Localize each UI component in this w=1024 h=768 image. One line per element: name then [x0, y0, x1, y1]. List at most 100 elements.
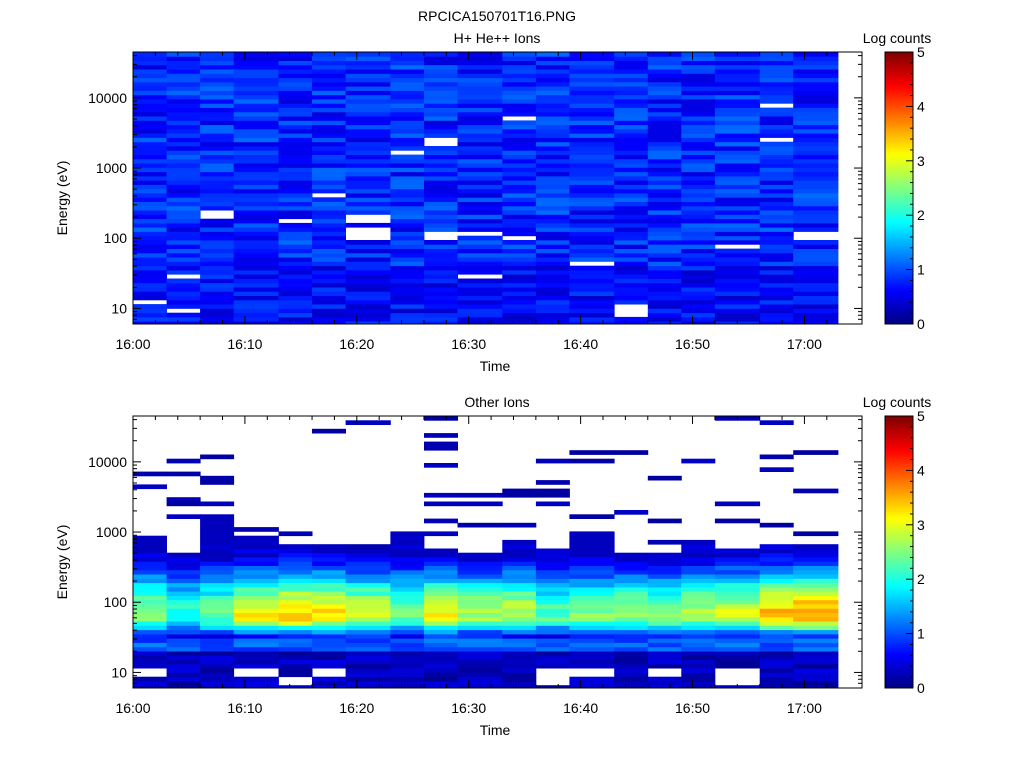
spectrogram-cell	[759, 676, 794, 682]
spectrogram-cell	[345, 586, 391, 592]
colorbar-swatch	[885, 217, 913, 221]
spectrogram-cell	[233, 141, 279, 147]
spectrogram-cell	[457, 591, 503, 596]
spectrogram-cell	[312, 544, 346, 549]
spectrogram-cell	[714, 278, 761, 284]
spectrogram-cell	[345, 90, 391, 96]
spectrogram-cell	[166, 663, 201, 669]
spectrogram-cell	[278, 188, 313, 194]
spectrogram-cell	[345, 94, 391, 100]
spectrogram-cell	[714, 616, 761, 622]
spectrogram-cell	[278, 99, 313, 104]
colorbar-swatch	[885, 65, 913, 69]
y-tick-label: 10	[111, 664, 127, 680]
colorbar-swatch	[885, 224, 913, 228]
spectrogram-cell	[457, 222, 503, 228]
spectrogram-cell	[759, 94, 794, 100]
spectrogram-cell	[502, 295, 537, 301]
spectrogram-cell	[793, 69, 839, 74]
spectrogram-cell	[714, 56, 761, 61]
spectrogram-cell	[345, 261, 391, 267]
colorbar-swatch	[885, 545, 913, 548]
spectrogram-cell	[424, 52, 458, 57]
spectrogram-cell	[166, 569, 201, 575]
spectrogram-cell	[312, 116, 346, 121]
spectrogram-cell	[793, 94, 839, 100]
spectrogram-cell	[200, 316, 235, 322]
spectrogram-cell	[759, 604, 794, 609]
spectrogram-cell	[714, 574, 761, 579]
spectrogram-cell	[390, 304, 425, 309]
spectrogram-cell	[200, 56, 235, 61]
spectrogram-cell	[681, 111, 716, 117]
spectrogram-cell	[569, 214, 615, 220]
spectrogram-cell	[647, 56, 682, 61]
spectrogram-cell	[200, 321, 235, 325]
spectrogram-cell	[681, 552, 716, 558]
spectrogram-cell	[457, 154, 503, 160]
colorbar-swatch	[885, 581, 913, 585]
spectrogram-cell	[390, 77, 425, 83]
colorbar-swatch	[885, 246, 913, 250]
spectrogram-cell	[312, 77, 346, 83]
spectrogram-cell	[535, 201, 570, 207]
spectrogram-cell	[233, 218, 279, 224]
spectrogram-cell	[535, 488, 570, 494]
spectrogram-cell	[759, 111, 794, 117]
spectrogram-cell	[233, 274, 279, 279]
spectrogram-cell	[166, 578, 201, 584]
spectrogram-cell	[502, 269, 537, 275]
spectrogram-cell	[424, 265, 458, 271]
spectrogram-cell	[312, 201, 346, 207]
x-tick-label: 16:10	[227, 336, 262, 352]
spectrogram-cell	[312, 651, 346, 656]
spectrogram-cell	[133, 210, 167, 215]
spectrogram-cell	[312, 574, 346, 579]
spectrogram-cell	[166, 557, 201, 562]
spectrogram-cell	[614, 316, 649, 322]
spectrogram-cell	[166, 133, 201, 138]
spectrogram-cell	[133, 214, 167, 220]
colorbar-swatch	[885, 667, 913, 671]
spectrogram-cell	[390, 222, 425, 228]
spectrogram-cell	[793, 128, 839, 134]
spectrogram-cell	[390, 299, 425, 305]
spectrogram-cell	[166, 608, 201, 613]
spectrogram-cell	[759, 188, 794, 194]
spectrogram-cell	[759, 86, 794, 91]
spectrogram-cell	[502, 244, 537, 249]
spectrogram-cell	[614, 299, 649, 305]
spectrogram-cell	[502, 595, 537, 601]
spectrogram-cell	[233, 569, 279, 575]
spectrogram-cell	[457, 56, 503, 61]
spectrogram-cell	[278, 240, 313, 245]
spectrogram-cell	[200, 299, 235, 305]
spectrogram-cell	[569, 450, 615, 455]
colorbar-swatch	[885, 88, 913, 92]
spectrogram-cell	[200, 248, 235, 254]
spectrogram-cell	[647, 651, 682, 656]
spectrogram-cell	[457, 621, 503, 626]
spectrogram-cell	[614, 133, 649, 138]
colorbar-swatch	[885, 436, 913, 440]
spectrogram-cell	[681, 458, 716, 464]
spectrogram-cell	[535, 608, 570, 613]
spectrogram-cell	[166, 103, 201, 108]
spectrogram-cell	[535, 197, 570, 202]
spectrogram-cell	[793, 252, 839, 258]
spectrogram-cell	[647, 128, 682, 134]
spectrogram-cell	[312, 56, 346, 61]
spectrogram-cell	[535, 299, 570, 305]
spectrogram-cell	[647, 574, 682, 579]
spectrogram-cell	[535, 265, 570, 271]
spectrogram-cell	[424, 531, 458, 537]
spectrogram-cell	[166, 295, 201, 301]
spectrogram-cell	[457, 261, 503, 267]
spectrogram-cell	[133, 180, 167, 185]
spectrogram-cell	[457, 278, 503, 284]
spectrogram-cell	[714, 569, 761, 575]
spectrogram-cell	[457, 522, 503, 528]
spectrogram-cell	[502, 52, 537, 57]
spectrogram-cell	[233, 625, 279, 631]
